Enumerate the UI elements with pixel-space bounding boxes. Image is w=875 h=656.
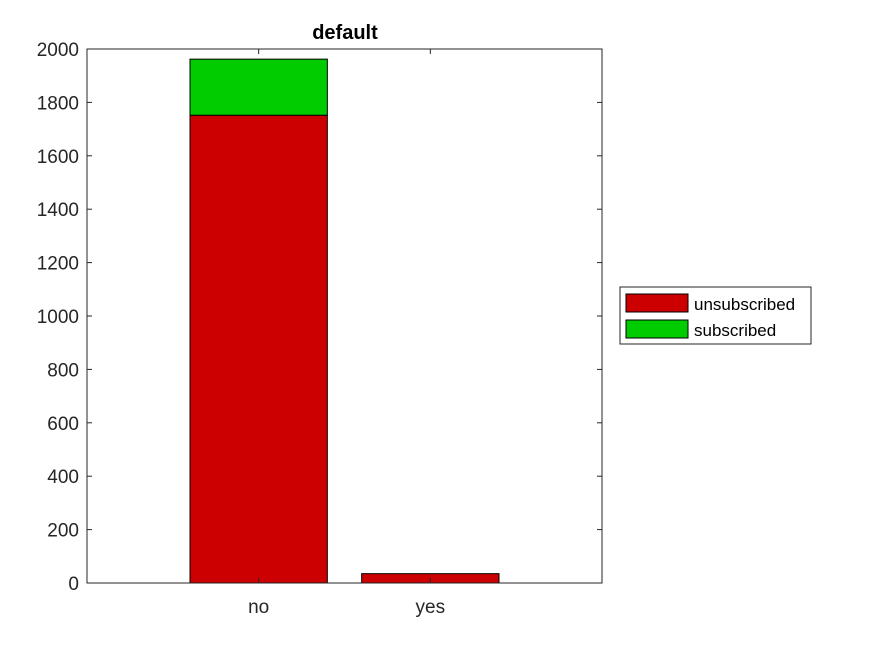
bar-subscribed-no	[189, 58, 328, 116]
legend-label-unsubscribed: unsubscribed	[694, 295, 795, 314]
x-tick-label: yes	[416, 597, 446, 618]
x-tick-label: no	[248, 597, 269, 618]
y-tick-label: 400	[47, 467, 79, 488]
y-tick-label: 1400	[37, 200, 79, 221]
y-tick-label: 1200	[37, 254, 79, 275]
legend-swatch-unsubscribed	[625, 293, 689, 313]
y-tick-label: 600	[47, 414, 79, 435]
legend: unsubscribed subscribed	[619, 286, 812, 345]
bars-layer	[189, 58, 500, 584]
legend-swatch-subscribed	[625, 319, 689, 339]
bar-unsubscribed-no	[189, 114, 328, 584]
y-tick-label: 1000	[37, 307, 79, 328]
chart-title: default	[312, 22, 378, 44]
plot-frame	[86, 48, 603, 584]
y-tick-label: 2000	[37, 40, 79, 61]
y-tick-label: 1800	[37, 93, 79, 114]
y-tick-label: 0	[68, 574, 79, 595]
legend-label-subscribed: subscribed	[694, 321, 776, 340]
y-tick-label: 800	[47, 360, 79, 381]
axes-layer: 0 200 400 600 800 1000 1200 1400 1600 1800 2000 no y…	[37, 40, 603, 618]
y-tick-label: 1600	[37, 147, 79, 168]
y-tick-label: 200	[47, 521, 79, 542]
